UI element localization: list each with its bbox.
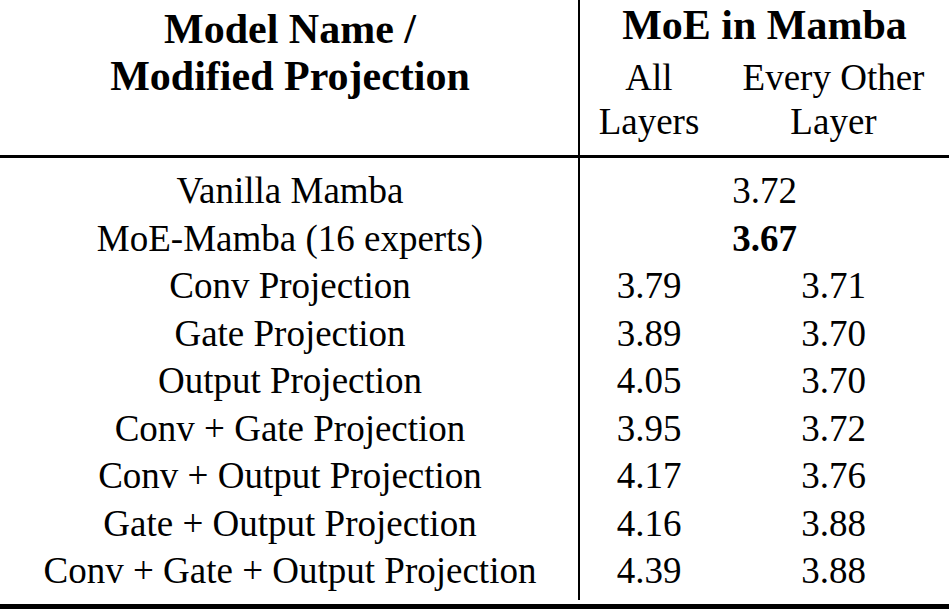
every-other-layer-value-cell: 3.70 bbox=[718, 310, 949, 358]
table-row: Output Projection 4.05 3.70 bbox=[0, 357, 949, 405]
every-other-layer-value-cell: 3.88 bbox=[718, 500, 949, 548]
model-name-cell: Conv Projection bbox=[0, 262, 580, 310]
table-row: Conv + Output Projection 4.17 3.76 bbox=[0, 452, 949, 500]
every-other-layer-header-line2: Layer bbox=[718, 100, 949, 144]
table-row: Conv + Gate Projection 3.95 3.72 bbox=[0, 405, 949, 453]
all-layers-value-cell: 4.39 bbox=[580, 547, 718, 595]
results-table: Model Name / Modified Projection MoE in … bbox=[0, 0, 949, 613]
model-column-header: Model Name / Modified Projection bbox=[0, 6, 580, 100]
all-layers-header-line1: All bbox=[580, 56, 718, 100]
table-body: Vanilla Mamba 3.72 MoE-Mamba (16 experts… bbox=[0, 167, 949, 595]
model-column-header-line2: Modified Projection bbox=[0, 53, 580, 100]
all-layers-value-cell: 4.05 bbox=[580, 357, 718, 405]
every-other-layer-column-header: Every Other Layer bbox=[718, 56, 949, 144]
every-other-layer-value-cell: 3.72 bbox=[718, 405, 949, 453]
model-name-cell: Conv + Gate Projection bbox=[0, 405, 580, 453]
model-name-cell: Conv + Output Projection bbox=[0, 452, 580, 500]
all-layers-value-cell: 4.17 bbox=[580, 452, 718, 500]
every-other-layer-value-cell: 3.76 bbox=[718, 452, 949, 500]
model-name-cell: Gate + Output Projection bbox=[0, 500, 580, 548]
all-layers-value-cell: 3.95 bbox=[580, 405, 718, 453]
table-row: Gate Projection 3.89 3.70 bbox=[0, 310, 949, 358]
table-row: Conv + Gate + Output Projection 4.39 3.8… bbox=[0, 547, 949, 595]
table-row: Conv Projection 3.79 3.71 bbox=[0, 262, 949, 310]
column-group-title: MoE in Mamba bbox=[580, 2, 949, 48]
model-column-header-line1: Model Name / bbox=[0, 6, 580, 53]
every-other-layer-value-cell: 3.70 bbox=[718, 357, 949, 405]
spanning-value-cell: 3.72 bbox=[580, 167, 949, 215]
table-row: MoE-Mamba (16 experts) 3.67 bbox=[0, 215, 949, 263]
model-name-cell: Output Projection bbox=[0, 357, 580, 405]
every-other-layer-header-line1: Every Other bbox=[718, 56, 949, 100]
all-layers-value-cell: 3.79 bbox=[580, 262, 718, 310]
model-name-cell: Conv + Gate + Output Projection bbox=[0, 547, 580, 595]
table-row: Gate + Output Projection 4.16 3.88 bbox=[0, 500, 949, 548]
all-layers-value-cell: 4.16 bbox=[580, 500, 718, 548]
model-name-cell: Vanilla Mamba bbox=[0, 167, 580, 215]
header-divider-rule bbox=[0, 155, 949, 158]
every-other-layer-value-cell: 3.71 bbox=[718, 262, 949, 310]
model-name-cell: MoE-Mamba (16 experts) bbox=[0, 215, 580, 263]
table-row: Vanilla Mamba 3.72 bbox=[0, 167, 949, 215]
every-other-layer-value-cell: 3.88 bbox=[718, 547, 949, 595]
all-layers-value-cell: 3.89 bbox=[580, 310, 718, 358]
bottom-rule bbox=[0, 604, 949, 609]
model-name-cell: Gate Projection bbox=[0, 310, 580, 358]
all-layers-header-line2: Layers bbox=[580, 100, 718, 144]
spanning-value-cell: 3.67 bbox=[580, 215, 949, 263]
all-layers-column-header: All Layers bbox=[580, 56, 718, 144]
